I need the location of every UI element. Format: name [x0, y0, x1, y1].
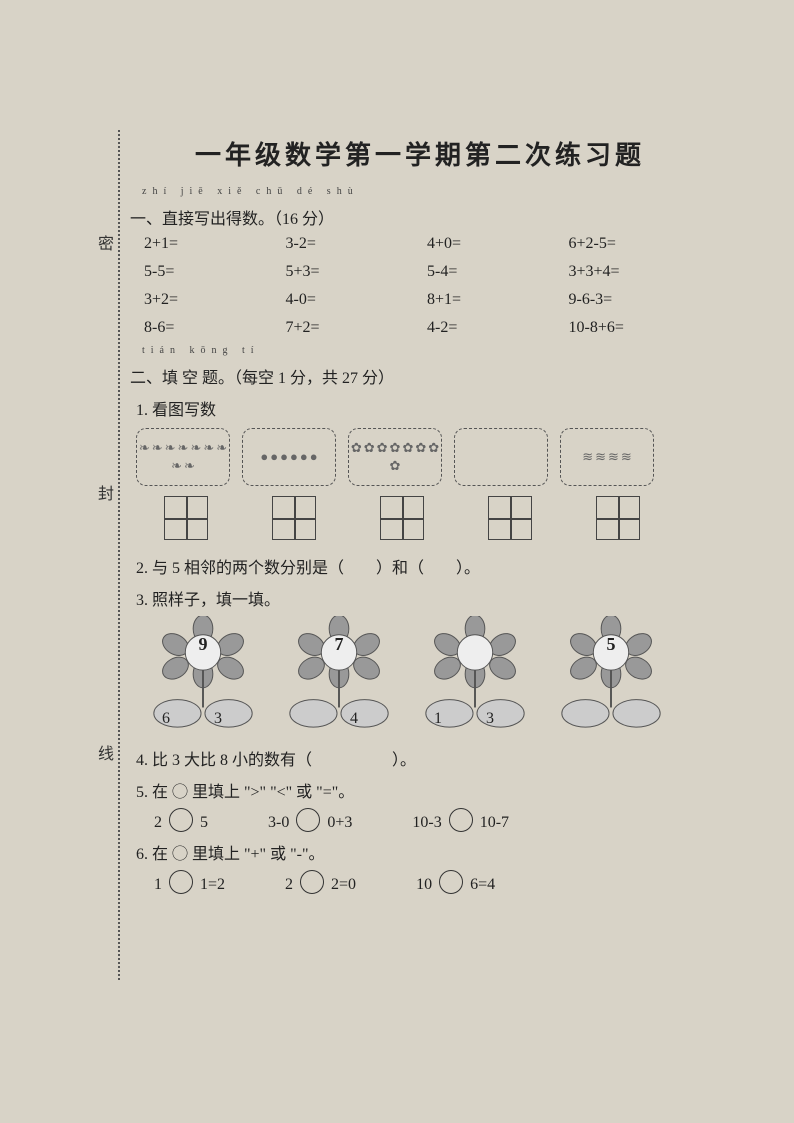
- binding-margin: 密封线: [110, 130, 130, 980]
- flower-right-leaf-value: 3: [214, 710, 222, 728]
- arithmetic-cell: 3+3+4=: [569, 263, 711, 281]
- worksheet-page: 密封线 一年级数学第一学期第二次练习题 zhí jiē xiě chū dé s…: [0, 0, 794, 1123]
- q2-text: 2. 与 5 相邻的两个数分别是（ ）和（ ）。: [136, 554, 710, 578]
- fill-circle[interactable]: [169, 870, 193, 894]
- expression-item: 2 2=0: [285, 870, 356, 894]
- answer-grid-box[interactable]: [164, 496, 208, 540]
- counting-image-row: ❧❧❧❧❧❧❧❧❧●●●●●●✿✿✿✿✿✿✿✿ ≋≋≋≋: [136, 428, 710, 486]
- q1-label: 1. 看图写数: [136, 396, 710, 420]
- answer-grid-box[interactable]: [488, 496, 532, 540]
- flower-diagram: 5: [552, 616, 670, 736]
- arithmetic-cell: 2+1=: [144, 235, 286, 253]
- q6-expressions: 1 1=2 2 2=0 10 6=4: [154, 870, 710, 894]
- answer-grid-box[interactable]: [380, 496, 424, 540]
- section1-heading: 一、直接写出得数。（16 分）: [130, 205, 710, 229]
- arithmetic-cell: 10-8+6=: [569, 319, 711, 337]
- q5-expressions: 2 5 3-0 0+3 10-3 10-7: [154, 808, 710, 832]
- arithmetic-cell: 4-2=: [427, 319, 569, 337]
- flower-right-leaf-value: 3: [486, 710, 494, 728]
- counting-box: ●●●●●●: [242, 428, 336, 486]
- answer-grid-box[interactable]: [596, 496, 640, 540]
- arithmetic-grid: 2+1=3-2=4+0=6+2-5= 5-5=5+3=5-4=3+3+4= 3+2=…: [144, 235, 710, 337]
- binding-dotted-line: [118, 130, 120, 980]
- arithmetic-cell: 4-0=: [286, 291, 428, 309]
- fill-circle[interactable]: [449, 808, 473, 832]
- fill-circle[interactable]: [169, 808, 193, 832]
- flower-left-leaf-value: 6: [162, 710, 170, 728]
- fill-circle[interactable]: [300, 870, 324, 894]
- answer-grid-row: [164, 496, 710, 540]
- section1-pinyin: zhí jiē xiě chū dé shù: [142, 186, 710, 197]
- expression-item: 1 1=2: [154, 870, 225, 894]
- flower-center-value: 5: [552, 634, 670, 655]
- arithmetic-cell: 6+2-5=: [569, 235, 711, 253]
- flower-diagram: 7 4: [280, 616, 398, 736]
- counting-box: [454, 428, 548, 486]
- q3-label: 3. 照样子，填一填。: [136, 586, 710, 610]
- arithmetic-cell: 8-6=: [144, 319, 286, 337]
- arithmetic-cell: 3+2=: [144, 291, 286, 309]
- arithmetic-cell: 4+0=: [427, 235, 569, 253]
- binding-label: 线: [98, 740, 114, 764]
- arithmetic-cell: 9-6-3=: [569, 291, 711, 309]
- q6-text: 6. 在 ◯ 里填上 "+" 或 "-"。: [136, 840, 710, 864]
- answer-grid-box[interactable]: [272, 496, 316, 540]
- arithmetic-cell: 3-2=: [286, 235, 428, 253]
- flower-diagram: 1 3: [416, 616, 534, 736]
- q4-text: 4. 比 3 大比 8 小的数有（ ）。: [136, 746, 710, 770]
- arithmetic-cell: 7+2=: [286, 319, 428, 337]
- binding-label: 密: [98, 230, 114, 254]
- q5-text: 5. 在 ◯ 里填上 ">" "<" 或 "="。: [136, 778, 710, 802]
- flower-center-value: 9: [144, 634, 262, 655]
- arithmetic-cell: 8+1=: [427, 291, 569, 309]
- fill-circle[interactable]: [296, 808, 320, 832]
- expression-item: 3-0 0+3: [268, 808, 352, 832]
- flower-diagram: 9 6 3: [144, 616, 262, 736]
- flower-center-value: 7: [280, 634, 398, 655]
- fill-circle[interactable]: [439, 870, 463, 894]
- counting-box: ❧❧❧❧❧❧❧❧❧: [136, 428, 230, 486]
- flower-right-leaf-value: 4: [350, 710, 358, 728]
- counting-box: ≋≋≋≋: [560, 428, 654, 486]
- expression-item: 2 5: [154, 808, 208, 832]
- flower-left-leaf-value: 1: [434, 710, 442, 728]
- expression-item: 10 6=4: [416, 870, 495, 894]
- arithmetic-cell: 5-4=: [427, 263, 569, 281]
- page-title: 一年级数学第一学期第二次练习题: [130, 135, 710, 172]
- arithmetic-cell: 5-5=: [144, 263, 286, 281]
- expression-item: 10-3 10-7: [412, 808, 509, 832]
- flower-row: 9 6 3 7 4 1 3 5: [144, 616, 710, 736]
- counting-box: ✿✿✿✿✿✿✿✿: [348, 428, 442, 486]
- section2-heading: 二、填 空 题。（每空 1 分，共 27 分）: [130, 364, 710, 388]
- page-content: 一年级数学第一学期第二次练习题 zhí jiē xiě chū dé shù 一…: [130, 115, 710, 902]
- binding-label: 封: [98, 480, 114, 504]
- arithmetic-cell: 5+3=: [286, 263, 428, 281]
- section2-pinyin: tián kōng tí: [142, 345, 710, 356]
